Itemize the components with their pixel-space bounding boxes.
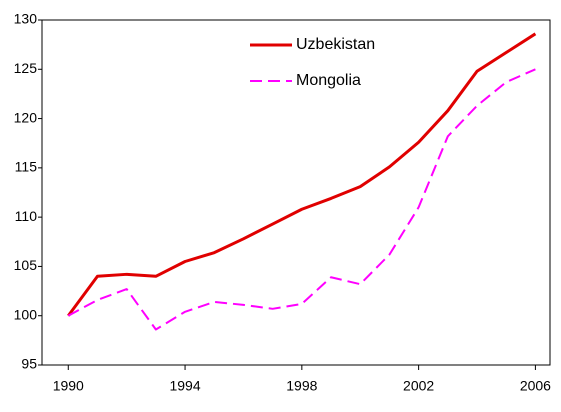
y-tick-label: 120 bbox=[14, 109, 38, 125]
x-tick-label: 1998 bbox=[286, 378, 317, 394]
y-tick-label: 130 bbox=[14, 11, 38, 27]
x-tick-label: 1990 bbox=[53, 378, 84, 394]
x-tick-label: 2006 bbox=[520, 378, 551, 394]
y-tick-label: 105 bbox=[14, 257, 38, 273]
y-tick-label: 100 bbox=[14, 306, 38, 322]
series-line bbox=[67, 68, 536, 331]
x-tick-label: 2002 bbox=[403, 378, 434, 394]
y-tick-label: 125 bbox=[14, 60, 38, 76]
legend-label: Mongolia bbox=[296, 72, 361, 89]
plot-frame bbox=[41, 19, 551, 366]
y-tick-label: 95 bbox=[21, 356, 37, 372]
y-tick-label: 110 bbox=[15, 208, 38, 224]
y-tick-label: 115 bbox=[15, 159, 38, 175]
x-tick-label: 1994 bbox=[169, 378, 200, 394]
legend-label: Uzbekistan bbox=[296, 36, 375, 53]
series-line bbox=[67, 32, 537, 317]
